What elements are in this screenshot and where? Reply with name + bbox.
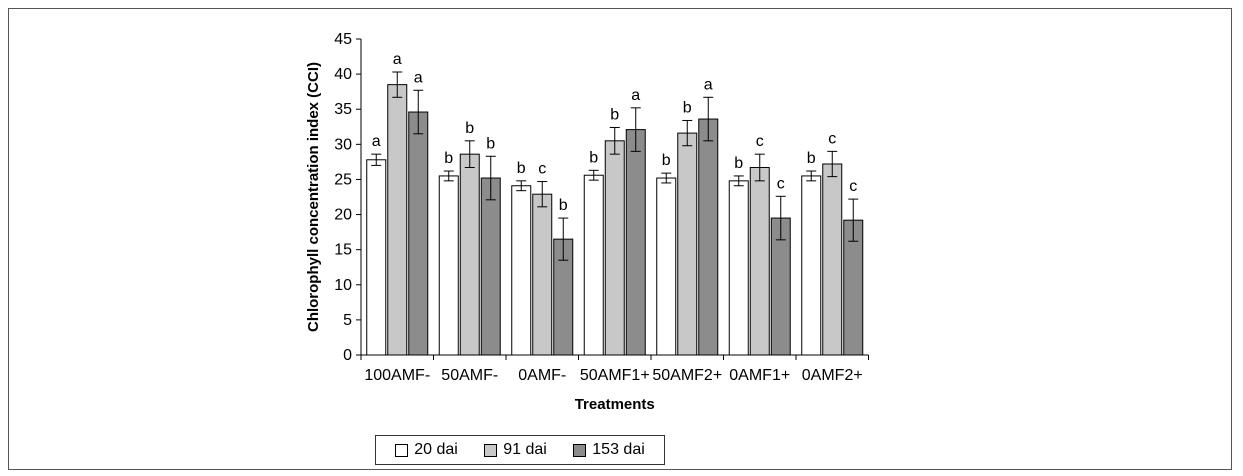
bar-0amf2-20-dai [801, 175, 822, 356]
x-tick-label-100amf: 100AMF- [364, 367, 430, 384]
x-tick-label-50amf1: 50AMF1+ [580, 367, 650, 384]
bar-100amf-153-dai [408, 111, 429, 356]
sig-letter-50amf1-20-dai: b [589, 149, 598, 166]
bar-50amf1-153-dai [625, 129, 646, 356]
legend-item-153-dai: 153 dai [573, 441, 645, 459]
sig-letter-50amf1-153-dai: a [631, 87, 640, 104]
sig-letter-0amf-91-dai: c [538, 161, 546, 178]
sig-letter-50amf2-91-dai: b [683, 99, 692, 116]
sig-letter-50amf-153-dai: b [486, 135, 495, 152]
x-tick-label-0amf: 0AMF- [518, 367, 566, 384]
legend-label-153-dai: 153 dai [592, 441, 645, 458]
sig-letter-100amf-153-dai: a [414, 69, 423, 86]
sig-letter-100amf-20-dai: a [372, 133, 381, 150]
bar-50amf2-153-dai [698, 118, 719, 356]
y-tick-label-35: 35 [334, 101, 352, 118]
x-tick-label-50amf: 50AMF- [441, 367, 498, 384]
bar-50amf-153-dai [480, 177, 501, 356]
legend-label-91-dai: 91 dai [503, 441, 547, 458]
sig-letter-50amf-20-dai: b [444, 150, 453, 167]
x-tick-label-0amf1: 0AMF1+ [729, 367, 790, 384]
y-tick-label-40: 40 [334, 66, 352, 83]
bars-layer [366, 84, 864, 356]
bar-50amf1-91-dai [604, 140, 625, 356]
bar-100amf-20-dai [366, 159, 387, 356]
y-axis: 0 5 10 15 20 25 30 35 40 45 [334, 31, 362, 364]
sig-letter-0amf2-153-dai: c [849, 178, 857, 195]
sig-letter-50amf-91-dai: b [465, 120, 474, 137]
sig-letter-50amf1-91-dai: b [610, 106, 619, 123]
sig-letter-0amf1-153-dai: c [777, 175, 785, 192]
x-tick-label-50amf2: 50AMF2+ [652, 367, 722, 384]
bar-50amf1-20-dai [583, 174, 604, 356]
y-tick-label-25: 25 [334, 171, 352, 188]
sig-letter-0amf1-91-dai: c [756, 133, 764, 150]
legend-item-91-dai: 91 dai [484, 441, 547, 459]
x-tick-label-0amf2: 0AMF2+ [802, 367, 863, 384]
sig-letter-50amf2-20-dai: b [662, 152, 671, 169]
legend-swatch-153-dai [573, 443, 587, 457]
sig-letter-100amf-91-dai: a [393, 51, 402, 68]
sig-letter-50amf2-153-dai: a [704, 76, 713, 93]
y-tick-label-15: 15 [334, 242, 352, 259]
bar-0amf1-20-dai [728, 180, 749, 356]
legend-label-20-dai: 20 dai [414, 441, 458, 458]
x-axis-label: Treatments [575, 396, 655, 413]
bar-50amf-91-dai [459, 153, 480, 356]
sig-letter-0amf-153-dai: b [559, 197, 568, 214]
bar-50amf-20-dai [438, 175, 459, 356]
y-tick-label-0: 0 [343, 347, 352, 364]
y-tick-label-5: 5 [343, 312, 352, 329]
bar-0amf1-91-dai [749, 167, 770, 356]
bar-50amf2-91-dai [677, 132, 698, 356]
legend-item-20-dai: 20 dai [395, 441, 458, 459]
legend-swatch-91-dai [484, 443, 498, 457]
y-tick-label-10: 10 [334, 277, 352, 294]
sig-letter-0amf1-20-dai: b [734, 155, 743, 172]
y-tick-label-20: 20 [334, 207, 352, 224]
bar-50amf2-20-dai [656, 177, 677, 356]
y-axis-label: Chlorophyll concentration index (CCI) [305, 62, 322, 332]
bar-0amf-20-dai [511, 185, 532, 356]
x-axis: 100AMF- 50AMF- 0AMF- 50AMF1+ 50AMF2+ 0AMF1+ 0A… [360, 354, 869, 384]
bar-0amf2-91-dai [822, 163, 843, 356]
legend-swatch-20-dai [395, 443, 409, 457]
y-tick-label-45: 45 [334, 31, 352, 48]
sig-letter-0amf-20-dai: b [517, 160, 526, 177]
sig-letter-0amf2-91-dai: c [828, 130, 836, 147]
bar-100amf-91-dai [387, 84, 408, 356]
bar-0amf-91-dai [532, 193, 553, 356]
error-bars-layer [371, 71, 859, 261]
y-tick-label-30: 30 [334, 136, 352, 153]
sig-letter-0amf2-20-dai: b [807, 150, 816, 167]
legend: 20 dai 91 dai 153 dai [375, 435, 665, 465]
